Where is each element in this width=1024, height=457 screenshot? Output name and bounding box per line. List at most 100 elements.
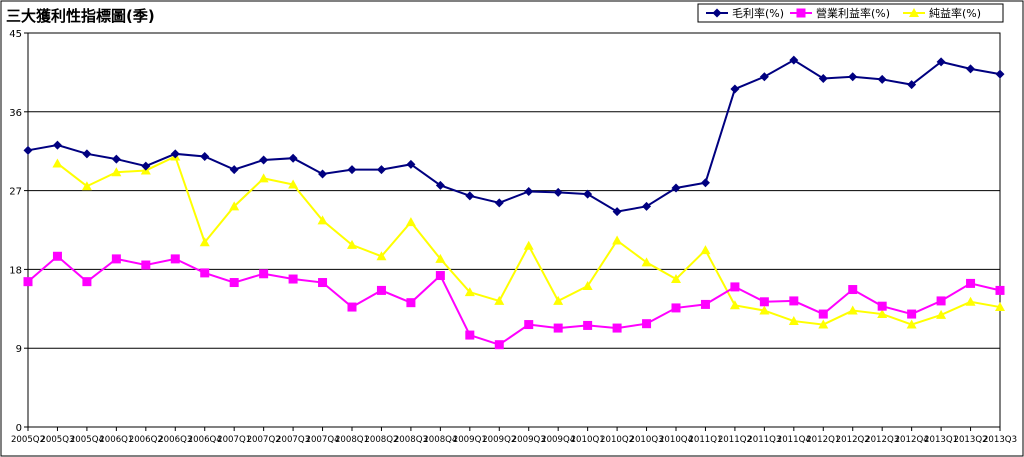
x-tick-label: 2006Q4 — [188, 435, 222, 445]
x-tick-label: 2012Q1 — [806, 435, 840, 445]
data-point-square — [671, 303, 681, 313]
data-point-diamond — [642, 201, 652, 211]
data-point-triangle — [818, 319, 829, 329]
x-tick-label: 2012Q2 — [836, 435, 870, 445]
data-point-diamond — [877, 74, 887, 84]
x-tick-label: 2007Q2 — [247, 435, 281, 445]
data-point-diamond — [700, 178, 710, 188]
data-point-triangle — [288, 179, 299, 189]
data-point-diamond — [347, 165, 357, 175]
data-point-diamond — [111, 154, 121, 164]
x-tick-label: 2010Q2 — [600, 435, 634, 445]
data-point-square — [229, 278, 239, 288]
x-tick-label: 2007Q3 — [276, 435, 310, 445]
x-axis-ticks: 2005Q22005Q32005Q42006Q12006Q22006Q32006… — [11, 427, 1017, 445]
gridlines — [28, 111, 1000, 349]
x-tick-label: 2011Q3 — [747, 435, 781, 445]
data-point-square — [818, 309, 828, 319]
data-point-square — [995, 285, 1005, 295]
data-point-diamond — [730, 84, 740, 94]
x-tick-label: 2013Q1 — [924, 435, 958, 445]
series-line — [27, 58, 1001, 213]
data-point-diamond — [52, 140, 62, 150]
x-tick-label: 2008Q2 — [364, 435, 398, 445]
x-tick-label: 2009Q3 — [512, 435, 546, 445]
data-point-triangle — [81, 181, 92, 191]
data-point-diamond — [907, 80, 917, 90]
data-point-triangle — [995, 302, 1005, 312]
series-layer — [23, 55, 1005, 350]
data-point-diamond — [259, 155, 269, 165]
data-point-triangle — [641, 257, 652, 267]
data-point-diamond — [612, 207, 622, 217]
data-point-square — [936, 296, 946, 306]
x-tick-label: 2011Q4 — [777, 435, 811, 445]
data-point-diamond — [494, 198, 504, 208]
data-point-diamond — [435, 180, 445, 190]
data-point-square — [435, 271, 445, 281]
data-point-triangle — [111, 167, 122, 177]
data-point-triangle — [582, 281, 593, 291]
x-tick-label: 2006Q2 — [129, 435, 163, 445]
data-point-square — [789, 296, 799, 306]
data-point-diamond — [141, 161, 151, 171]
data-point-diamond — [82, 149, 92, 159]
legend-label: 營業利益率(%) — [816, 6, 890, 20]
data-point-square — [759, 297, 769, 307]
data-point-square — [170, 254, 180, 264]
data-point-triangle — [317, 215, 328, 225]
x-tick-label: 2009Q4 — [541, 435, 575, 445]
chart-title: 三大獲利性指標圖(季) — [6, 7, 155, 25]
data-point-triangle — [909, 8, 919, 17]
plot-area — [27, 32, 1001, 428]
x-tick-label: 2005Q3 — [40, 435, 74, 445]
data-point-square — [347, 302, 357, 312]
x-tick-label: 2007Q1 — [217, 435, 251, 445]
data-point-square — [966, 278, 976, 288]
data-point-square — [111, 254, 121, 264]
x-tick-label: 2011Q1 — [688, 435, 722, 445]
data-point-square — [524, 320, 534, 330]
legend-box — [697, 3, 1004, 23]
y-axis-ticks: 0 9 18 27 36 45 — [9, 29, 28, 434]
x-tick-label: 2013Q2 — [953, 435, 987, 445]
data-point-square — [612, 323, 622, 333]
data-point-triangle — [258, 173, 269, 183]
data-point-triangle — [729, 300, 740, 310]
x-tick-label: 2009Q2 — [482, 435, 516, 445]
data-point-diamond — [23, 145, 33, 155]
data-point-triangle — [612, 235, 623, 245]
data-point-triangle — [405, 217, 416, 227]
data-point-square — [877, 301, 887, 311]
y-tick-label: 0 — [16, 423, 22, 434]
data-point-square — [82, 277, 92, 287]
data-point-triangle — [906, 319, 917, 329]
y-tick-label: 18 — [9, 265, 22, 276]
data-point-triangle — [523, 240, 534, 250]
data-point-triangle — [788, 316, 799, 326]
x-tick-label: 2010Q1 — [571, 435, 605, 445]
data-point-triangle — [700, 245, 711, 255]
series-2 — [52, 151, 1005, 329]
data-point-triangle — [435, 253, 446, 263]
data-point-diamond — [465, 191, 475, 201]
data-point-diamond — [712, 8, 722, 18]
x-tick-label: 2008Q3 — [394, 435, 428, 445]
data-point-triangle — [847, 305, 858, 315]
data-point-diamond — [200, 151, 210, 161]
series-0 — [23, 55, 1005, 217]
data-point-square — [907, 309, 917, 319]
data-point-square — [583, 320, 593, 330]
data-point-square — [553, 323, 563, 333]
data-point-diamond — [318, 169, 328, 179]
series-line — [27, 254, 1001, 346]
data-point-square — [52, 251, 62, 261]
data-point-square — [288, 274, 298, 284]
data-point-square — [200, 268, 210, 278]
data-point-square — [700, 299, 710, 309]
data-point-triangle — [877, 309, 888, 319]
data-point-triangle — [464, 287, 475, 297]
legend: 毛利率(%) 營業利益率(%) 純益率(%) — [697, 3, 1004, 23]
